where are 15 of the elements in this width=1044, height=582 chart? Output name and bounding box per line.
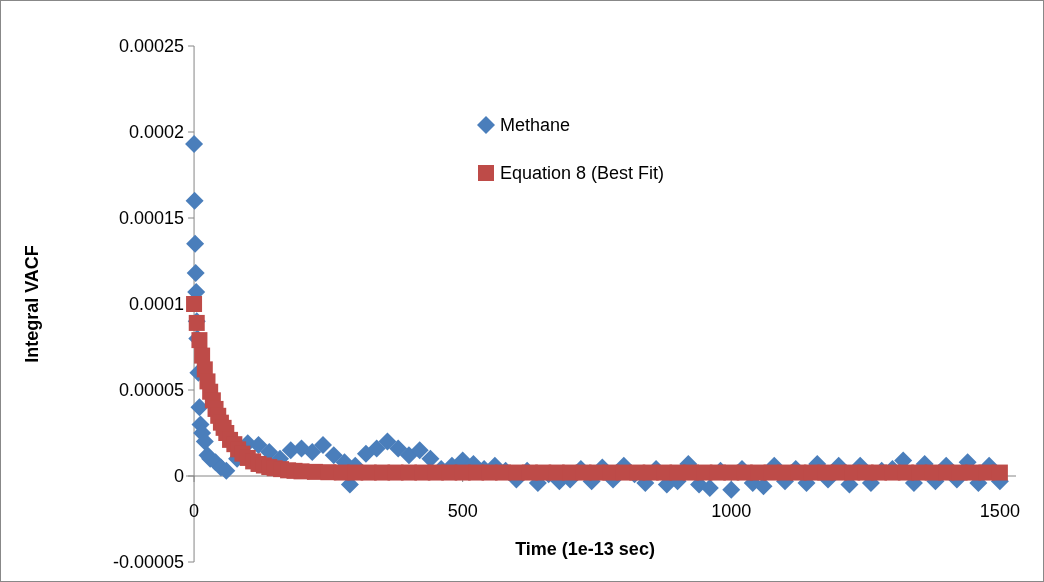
y-tick-label: -0.00005 xyxy=(113,552,185,573)
y-tick-label: 0 xyxy=(174,466,185,487)
y-tick-label: 0.0002 xyxy=(129,122,185,143)
x-tick-label: 500 xyxy=(447,501,478,521)
y-tick-label: 0.00025 xyxy=(118,36,185,57)
y-tick-label: 0.00015 xyxy=(118,208,185,229)
y-axis-title: Integral VACF xyxy=(22,245,42,363)
y-tick-label: 0.00005 xyxy=(118,380,185,401)
x-tick-label: 1000 xyxy=(711,501,752,521)
y-tick-label: 0.0001 xyxy=(129,294,185,315)
legend-label: Equation 8 (Best Fit) xyxy=(500,163,665,184)
x-axis-title: Time (1e-13 sec) xyxy=(515,539,655,559)
x-tick-label: 0 xyxy=(189,501,200,521)
legend-label: Methane xyxy=(500,115,571,136)
x-tick-label: 1500 xyxy=(979,501,1020,521)
